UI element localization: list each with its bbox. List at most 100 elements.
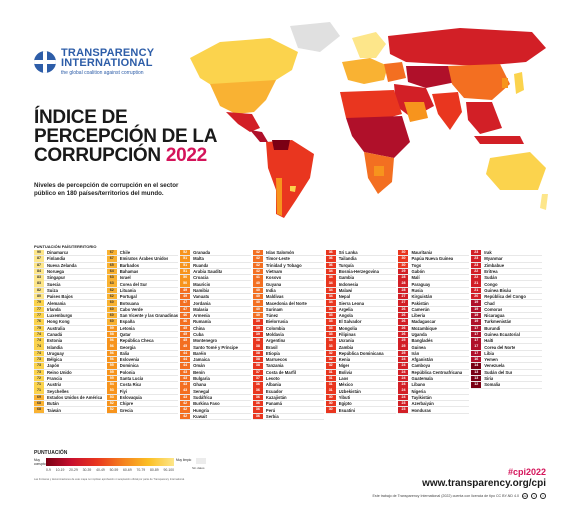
score-swatch: 74 [34,338,44,344]
country-name: Tailandia [338,256,357,262]
score-swatch: 23 [471,262,482,268]
country-row: 42 Vietnam [252,268,324,276]
brand-tagline: the global coalition against corruption [61,70,144,76]
country-name: Bulgaria [193,376,210,382]
score-swatch: 45 [180,344,191,350]
score-swatch: 36 [252,388,263,394]
country-name: Guinea Ecuatorial [484,332,520,337]
country-name: Eritrea [484,269,498,275]
country-name: Malawi [338,287,353,293]
country-row: 67 Chile [106,249,179,257]
country-row: 28 Malí [398,275,470,282]
score-swatch: 25 [398,338,409,344]
score-swatch: 17 [471,338,482,344]
country-row: 29 Gabón [398,268,470,276]
score-swatch: 76 [34,319,44,325]
country-name: Filipinas [338,332,356,337]
fine-print: Las fronteras y denominaciones de este m… [34,478,185,481]
country-row: 34 Indonesia [325,281,397,288]
country-name: Malí [411,275,420,281]
country-name: Bosnia-Herzegovina [338,269,379,275]
country-row: 73 Reino Unido [34,369,105,376]
country-name: Timor-Leste [265,256,290,262]
country-name: Uganda [411,332,427,337]
country-name: Japón [47,363,60,369]
country-row: 43 Benín [180,369,251,376]
country-name: Sri Lanka [338,250,358,256]
country-name: Hong Kong [47,319,70,325]
country-row: 36 Perú [252,407,324,414]
country-row: 74 Islandia [34,344,105,351]
score-swatch: 23 [398,407,409,413]
country-row: 25 Bangladés [398,338,470,345]
score-swatch: 22 [471,268,482,275]
country-name: Kosovo [265,275,282,281]
country-row: 16 Yemen [471,357,543,364]
country-row: 34 Bosnia-Herzegovina [325,268,397,276]
score-swatch: 50 [180,281,191,287]
country-name: Nueva Zelanda [47,262,77,268]
country-row: 33 Filipinas [325,331,397,339]
map-indonesia [474,136,524,144]
score-swatch: 55 [106,375,117,382]
country-name: Francia [47,376,62,382]
map-venezuela [272,140,290,150]
score-swatch: 26 [398,319,409,325]
score-swatch: 60 [106,306,117,313]
score-swatch: 53 [106,394,117,401]
score-swatch: 16 [471,357,482,363]
country-name: Polonia [119,369,135,375]
score-swatch: 31 [325,388,336,394]
country-name: Trinidad y Tobago [265,262,302,268]
score-swatch: 51 [180,268,191,275]
table-column: 36 Sri Lanka 36 Tailandia 36 Turquía 34 Bosnia-… [325,249,397,440]
map-usa [210,80,276,114]
map-europe-west [342,58,388,84]
country-name: Bielorrusia [265,319,288,325]
score-swatch: 33 [325,319,336,325]
country-name: Vietnam [265,269,283,275]
country-row: 19 Turkmenistán [471,319,543,326]
country-row: 40 Túnez [252,312,324,320]
map-chile [276,178,282,216]
score-swatch: 23 [471,256,482,262]
score-swatch: 77 [34,306,44,313]
country-row: 64 Bahamas [106,268,179,276]
country-row: 63 Corea del Sur [106,281,179,288]
score-swatch: 42 [180,407,191,413]
country-name: Singapur [47,275,66,281]
score-swatch: 73 [34,363,44,369]
country-name: Letonia [119,325,135,331]
score-swatch: 24 [398,375,409,382]
score-swatch: 56 [106,344,117,350]
legend-gradient [46,458,174,466]
score-swatch: 72 [34,375,44,382]
country-name: Rusia [411,287,423,293]
map-australia [486,152,546,190]
country-name: Bangladés [411,338,433,344]
country-row: 38 Argentina [252,338,324,345]
country-row: 63 Israel [106,275,179,282]
country-row: 74 Canadá [34,331,105,339]
score-swatch: 26 [398,331,409,338]
score-swatch: 43 [180,394,191,401]
score-swatch: 40 [252,287,263,294]
country-name: Guatemala [411,376,433,382]
country-name: Baréin [193,350,207,356]
country-row: 72 Francia [34,375,105,383]
map-south-america [266,140,314,218]
country-name: Turquía [338,262,354,268]
score-swatch: 63 [106,275,117,281]
country-name: Estados Unidos de América [47,394,103,400]
country-name: Yemen [484,357,498,363]
score-swatch: 26 [398,306,409,313]
country-row: 44 Baréin [180,350,251,358]
legend-tick: 60-69 [123,468,132,472]
country-row: 32 Kenia [325,357,397,364]
country-name: Georgia [119,344,136,350]
website-link[interactable]: www.transparency.org/cpi [422,478,546,489]
score-swatch: 33 [325,306,336,313]
country-row: 17 Burundi [471,325,543,332]
country-name: Estonia [47,338,63,344]
brand-name-line1: TRANSPARENCY [61,47,155,59]
